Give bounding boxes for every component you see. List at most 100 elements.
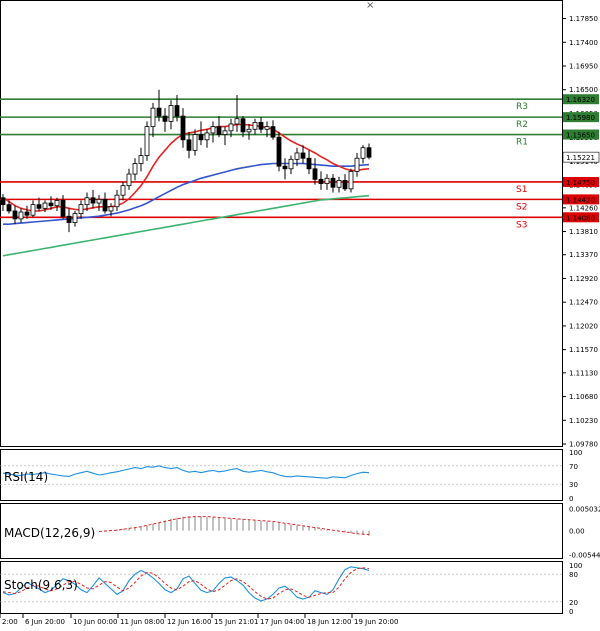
rsi-label: RSI(14) [4, 470, 48, 484]
level-tag: 1.14750 [566, 179, 595, 187]
price-tick-label: 1.10680 [569, 393, 598, 401]
rsi-panel: 100 70 30 0 RSI(14) [0, 449, 582, 503]
candle-body [42, 202, 48, 209]
candle-body [288, 158, 294, 170]
level-label-r1: R1 [516, 138, 528, 148]
sma-fast-line [2, 123, 370, 212]
candle-body [90, 197, 96, 204]
level-tag-bg [563, 129, 599, 140]
rsi-tick-label: 70 [569, 463, 578, 471]
candle-body [354, 157, 360, 172]
level-label-s1: S1 [516, 185, 527, 195]
stoch-tick-label: 80 [569, 571, 578, 579]
stoch-d-line [2, 567, 370, 600]
candle-body [336, 179, 342, 188]
price-tick-label: 1.11130 [569, 369, 598, 377]
candle-body [168, 105, 174, 122]
rsi-tick-label: 0 [569, 495, 573, 503]
candle-body [126, 173, 132, 187]
candle-body [318, 178, 324, 184]
candle-body [210, 126, 216, 134]
candle-body [84, 197, 90, 206]
stoch-tick-label: 0 [569, 608, 573, 616]
candle-body [216, 126, 222, 135]
level-tag: 1.14420 [566, 196, 595, 204]
level-tag-bg [563, 176, 599, 187]
stoch-tick-label: 100 [569, 562, 582, 570]
candle-body [192, 134, 198, 151]
candle-body [162, 115, 168, 122]
candle-body [54, 200, 60, 207]
candle-body [60, 200, 66, 217]
macd-panel: 0.005032 0.00 -0.005441 MACD(12,26,9) [4, 506, 600, 560]
time-tick-label: 2:00 [2, 618, 18, 626]
time-tick-label: 11 Jun 08:00 [120, 618, 164, 626]
candle-body [222, 130, 228, 135]
level-tag: 1.16320 [566, 96, 595, 104]
candle-body [138, 155, 144, 164]
candle-body [108, 206, 114, 212]
time-tick-label: 19 Jun 20:00 [354, 618, 398, 626]
candle-body [264, 126, 270, 130]
candle-body [24, 211, 30, 216]
price-tick-label: 1.12020 [569, 322, 598, 330]
price-tick-label: 1.13370 [569, 251, 598, 259]
candle-body [366, 147, 372, 158]
candle-body [156, 107, 162, 117]
candle-body [330, 177, 336, 188]
macd-tick-label: 0.00 [569, 528, 585, 536]
level-tag-bg [563, 194, 599, 205]
price-tick-label: 1.12470 [569, 299, 598, 307]
price-panel: 1.178501.174001.169501.165001.160501.155… [0, 15, 600, 449]
candle-body [36, 204, 42, 209]
time-axis: 2:00 6 Jun 20:00 10 Jun 00:00 11 Jun 08:00 1… [0, 614, 398, 626]
level-tag-bg [563, 112, 599, 123]
price-tick-label: 1.11570 [569, 346, 598, 354]
price-tick-label: 1.16950 [569, 62, 598, 70]
macd-tick-label: 0.005032 [569, 506, 600, 514]
candle-body [120, 185, 126, 196]
candle-body [258, 122, 264, 130]
current-price-tag-bg [562, 151, 600, 163]
time-tick-label: 12 Jun 16:00 [167, 618, 211, 626]
candle-body [114, 194, 120, 208]
macd-signal-line [98, 516, 370, 536]
stoch-k-line [2, 566, 370, 602]
candle-body [228, 123, 234, 132]
rsi-line [2, 465, 370, 479]
candle-body [246, 128, 252, 133]
candle-body [312, 168, 318, 180]
level-label-r3: R3 [516, 102, 528, 112]
candle-body [6, 204, 12, 212]
time-tick-label: 18 Jun 12:00 [307, 618, 351, 626]
candle-body [174, 105, 180, 117]
price-tick-label: 1.12920 [569, 275, 598, 283]
candle-body [144, 126, 150, 157]
time-tick-label: 17 Jun 04:00 [260, 618, 304, 626]
time-tick-label: 15 Jun 21:01 [214, 618, 258, 626]
macd-tick-label: -0.005441 [569, 551, 600, 559]
level-tag: 1.15650 [566, 132, 595, 140]
price-tick-label: 1.17400 [569, 39, 598, 47]
level-label-s2: S2 [516, 202, 527, 212]
macd-label: MACD(12,26,9) [4, 526, 95, 540]
time-tick-label: 6 Jun 20:00 [25, 618, 65, 626]
panel-frames [0, 0, 563, 614]
price-tick-label: 1.09780 [569, 441, 598, 449]
candle-body [360, 147, 366, 159]
close-icon[interactable]: × [366, 0, 374, 11]
level-tag-bg [563, 212, 599, 223]
time-tick-label: 10 Jun 00:00 [73, 618, 117, 626]
candle-body [48, 202, 54, 207]
price-tick-label: 1.10230 [569, 417, 598, 425]
level-tag: 1.15980 [566, 114, 595, 122]
candle-body [294, 152, 300, 160]
candle-body [0, 197, 6, 206]
candle-body [324, 177, 330, 184]
candle-body [198, 134, 204, 141]
price-tick-label: 1.17850 [569, 15, 598, 23]
level-tag-bg [563, 94, 599, 105]
candle-body [252, 122, 258, 130]
candle-body [180, 115, 186, 141]
